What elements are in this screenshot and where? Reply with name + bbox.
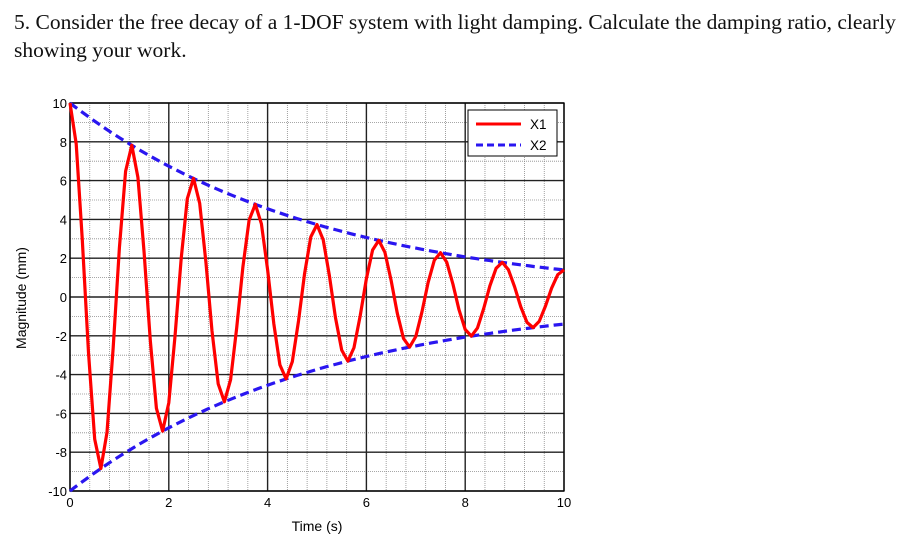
x-tick-label: 4 [264,495,271,510]
legend-x1-label: X1 [530,117,547,132]
x-tick-label: 0 [66,495,73,510]
x-tick-label: 10 [557,495,571,510]
x-tick-labels: 0 2 4 6 8 10 [66,495,571,510]
y-tick-label: 6 [60,174,67,189]
x-tick-label: 2 [165,495,172,510]
y-tick-label: -6 [55,406,67,421]
y-tick-label: 2 [60,251,67,266]
y-tick-label: 4 [60,212,67,227]
y-tick-labels: 10 8 6 4 2 0 -2 -4 -6 -8 -10 [48,96,67,499]
y-tick-label: -2 [55,329,67,344]
plot-frame [69,102,565,492]
y-tick-label: -8 [55,445,67,460]
legend-x2-label: X2 [530,138,547,153]
y-tick-label: -4 [55,368,67,383]
question-text: 5. Consider the free decay of a 1-DOF sy… [14,10,896,62]
x-tick-label: 8 [462,495,469,510]
legend-box [467,109,558,157]
legend: X1 X2 [467,109,558,157]
x2-envelope-lower [69,322,565,493]
x-axis-label: Time (s) [292,518,343,534]
y-axis-label: Magnitude (mm) [13,247,29,349]
x2-envelope-upper [69,101,565,272]
x1-decay-curve [68,102,565,471]
y-tick-label: 8 [60,135,67,150]
y-tick-label: 0 [60,290,67,305]
y-tick-label: 10 [53,96,67,111]
y-tick-label: -10 [48,484,67,499]
x-tick-label: 6 [363,495,370,510]
